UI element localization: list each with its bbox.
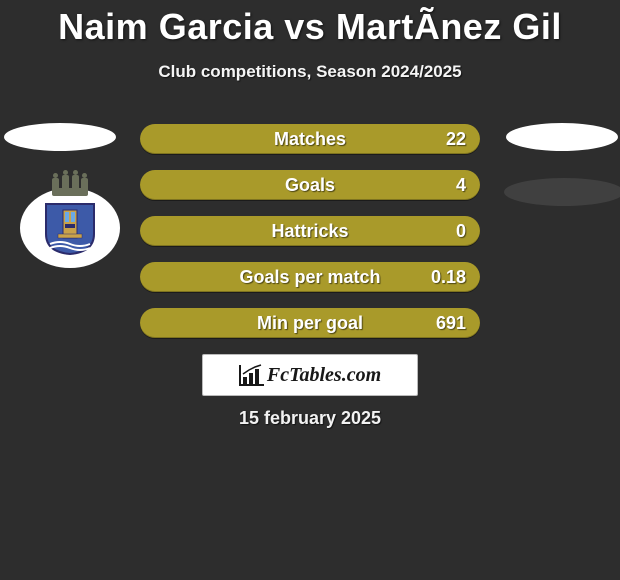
stat-label: Matches — [140, 124, 480, 154]
right-player-slot-1 — [506, 123, 618, 151]
stat-value: 0 — [456, 216, 466, 246]
stat-row-hattricks: Hattricks 0 — [140, 216, 480, 246]
stat-value: 22 — [446, 124, 466, 154]
stat-label: Min per goal — [140, 308, 480, 338]
bar-chart-icon — [239, 364, 265, 386]
stat-label: Goals per match — [140, 262, 480, 292]
stat-row-min-per-goal: Min per goal 691 — [140, 308, 480, 338]
brand-plate: FcTables.com — [202, 354, 418, 396]
stat-value: 691 — [436, 308, 466, 338]
stat-row-matches: Matches 22 — [140, 124, 480, 154]
stats-panel: Matches 22 Goals 4 Hattricks 0 Goals per… — [140, 124, 480, 354]
right-player-slot-2 — [504, 178, 620, 206]
stat-label: Goals — [140, 170, 480, 200]
stat-value: 0.18 — [431, 262, 466, 292]
stat-row-goals-per-match: Goals per match 0.18 — [140, 262, 480, 292]
shield-icon — [42, 200, 98, 256]
stat-value: 4 — [456, 170, 466, 200]
subtitle: Club competitions, Season 2024/2025 — [0, 62, 620, 82]
stat-label: Hattricks — [140, 216, 480, 246]
page-title: Naim Garcia vs MartÃnez Gil — [0, 0, 620, 48]
stat-row-goals: Goals 4 — [140, 170, 480, 200]
crown-icon — [52, 176, 88, 198]
brand-text: FcTables.com — [267, 364, 381, 387]
club-badge — [20, 178, 120, 268]
left-player-slot — [4, 123, 116, 151]
date-text: 15 february 2025 — [0, 408, 620, 429]
